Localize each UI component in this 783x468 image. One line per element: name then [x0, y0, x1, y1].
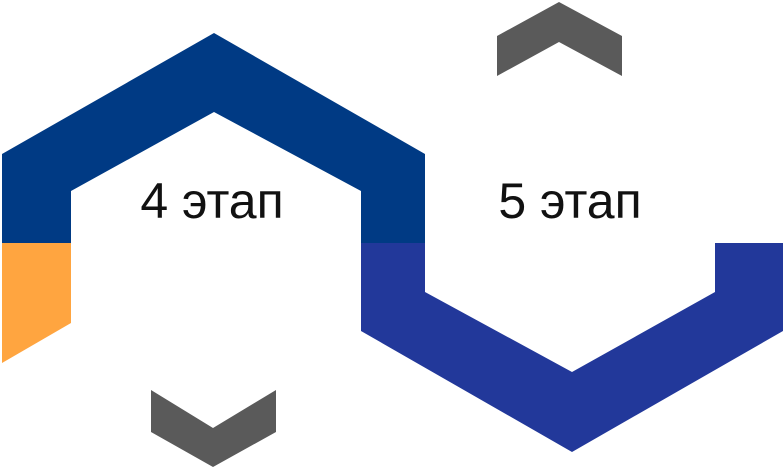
stage-4-hexagon — [2, 33, 425, 243]
chevron-up-icon — [497, 2, 622, 76]
stage-4-accent — [2, 243, 71, 363]
stage-5-hexagon — [361, 243, 783, 452]
stage-4-label: 4 этап — [140, 173, 283, 229]
stage-5-label: 5 этап — [498, 173, 641, 229]
chevron-down-icon — [151, 390, 276, 467]
